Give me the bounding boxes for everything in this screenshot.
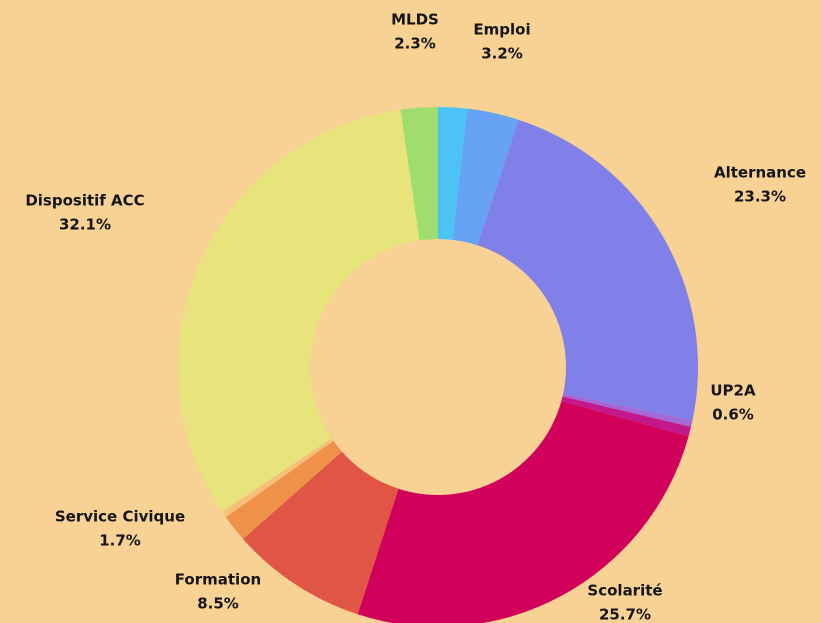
slice-label: UP2A: [710, 382, 756, 400]
donut-slice: [242, 451, 399, 615]
slice-value: 0.6%: [712, 406, 754, 424]
donut-slice: [452, 108, 519, 246]
slice-label: MLDS: [391, 11, 439, 29]
slice-label: Emploi: [473, 21, 530, 39]
donut-slice: [561, 396, 692, 437]
slice-value: 32.1%: [59, 216, 111, 234]
donut-slice: [225, 440, 342, 539]
slice-value: 1.7%: [99, 532, 141, 550]
slice-label: Alternance: [714, 164, 806, 182]
slice-value: 3.2%: [481, 45, 523, 63]
slice-value: 8.5%: [197, 595, 239, 613]
slice-value: 25.7%: [599, 606, 651, 623]
donut-slice: [177, 109, 420, 512]
donut-slice: [222, 438, 334, 518]
donut-slice: [438, 107, 468, 240]
slice-value: 2.3%: [394, 35, 436, 53]
slice-value: 23.3%: [734, 188, 786, 206]
donut-slice: [400, 107, 438, 241]
donut-slice: [477, 119, 698, 421]
slice-label: Service Civique: [55, 508, 185, 526]
slice-label: Scolarité: [587, 582, 662, 600]
donut-slice: [357, 401, 689, 623]
slice-label: Dispositif ACC: [25, 192, 144, 210]
donut-slice: [562, 393, 693, 427]
slice-label: Formation: [175, 571, 261, 589]
